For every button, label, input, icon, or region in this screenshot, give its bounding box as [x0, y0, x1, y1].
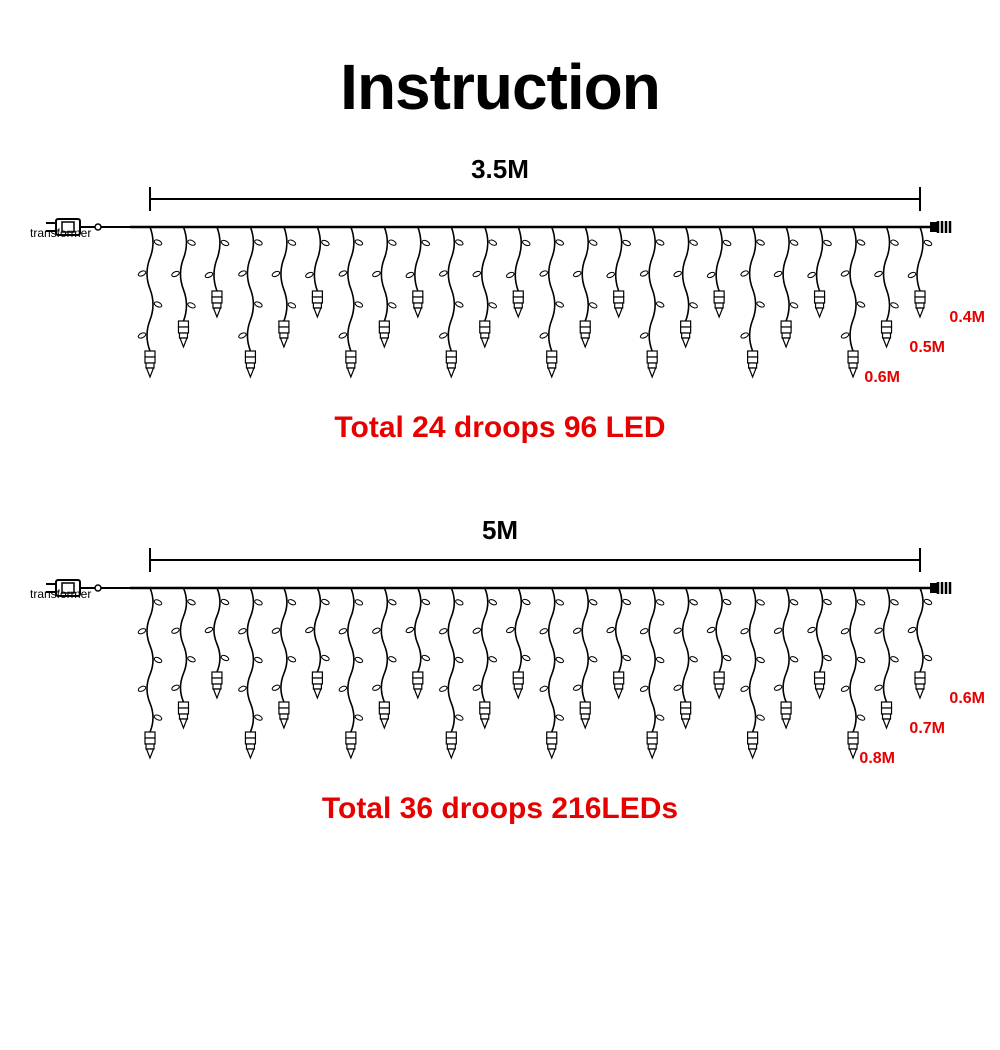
dim-mid-b: 0.7M — [909, 720, 945, 738]
dim-long-a: 0.6M — [864, 369, 900, 387]
dim-short-b: 0.6M — [949, 690, 985, 708]
page-title: Instruction — [0, 50, 1000, 124]
transformer-label-b: transformer — [30, 587, 91, 601]
width-label-b: 5M — [0, 515, 1000, 546]
variant-b: 5M transformer 0.6M 0.7M 0.8M Total 36 d… — [0, 515, 1000, 826]
caption-a: Total 24 droops 96 LED — [0, 411, 1000, 445]
variant-a: 3.5M transformer 0.4M 0.5M 0.6M Total 24… — [0, 154, 1000, 445]
caption-b: Total 36 droops 216LEDs — [0, 792, 1000, 826]
diagram-a — [30, 187, 970, 407]
transformer-label-a: transformer — [30, 226, 91, 240]
width-label-a: 3.5M — [0, 154, 1000, 185]
dim-short-a: 0.4M — [949, 309, 985, 327]
dim-long-b: 0.8M — [859, 750, 895, 768]
diagram-b — [30, 548, 970, 788]
dim-mid-a: 0.5M — [909, 339, 945, 357]
